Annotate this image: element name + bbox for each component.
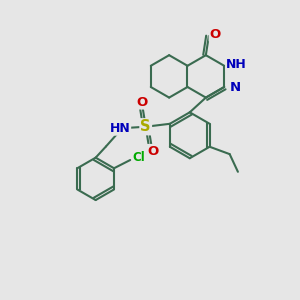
Text: HN: HN xyxy=(110,122,130,135)
Text: N: N xyxy=(230,81,241,94)
Text: O: O xyxy=(210,28,221,41)
Text: S: S xyxy=(140,119,151,134)
Text: O: O xyxy=(136,95,148,109)
Text: O: O xyxy=(148,145,159,158)
Text: NH: NH xyxy=(226,58,247,71)
Text: Cl: Cl xyxy=(133,151,146,164)
